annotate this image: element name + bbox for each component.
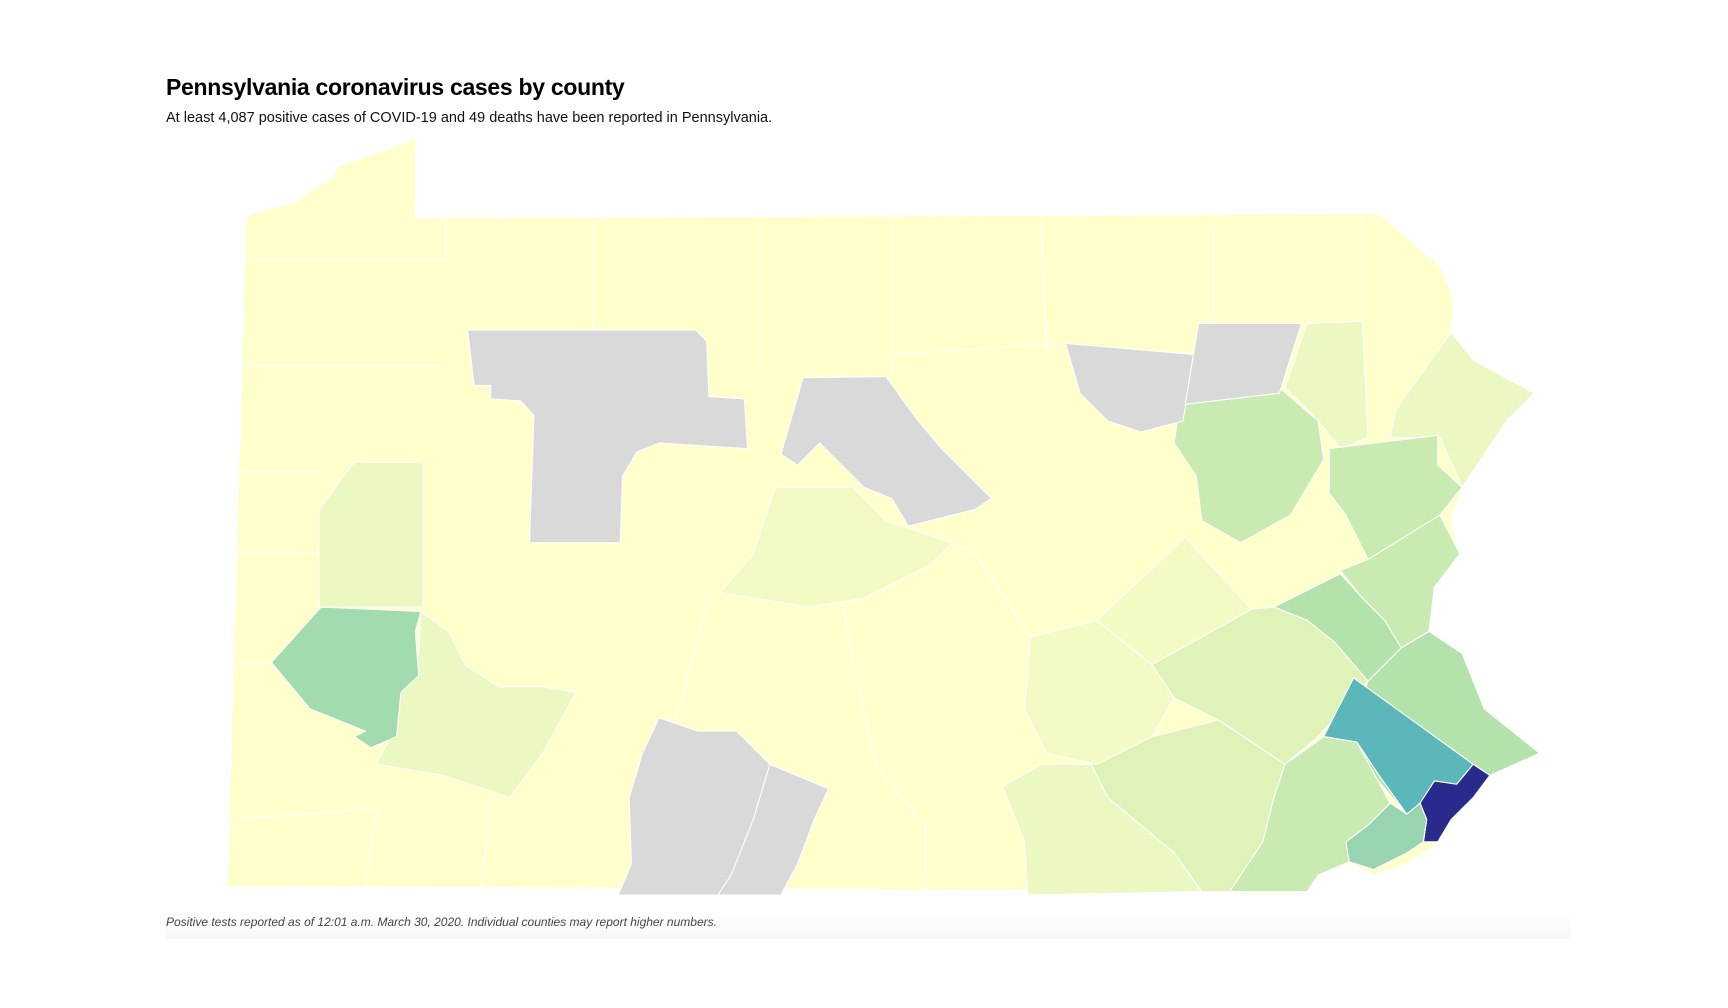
county-no-data[interactable]	[1184, 322, 1303, 405]
county-lines	[230, 213, 1364, 896]
county[interactable]	[1001, 763, 1203, 896]
footer-note: Positive tests reported as of 12:01 a.m.…	[166, 915, 1571, 939]
county-no-data[interactable]	[466, 329, 749, 544]
county[interactable]	[270, 606, 422, 749]
county[interactable]	[1173, 387, 1325, 544]
map-title: Pennsylvania coronavirus cases by county	[166, 74, 625, 100]
map-subtitle: At least 4,087 positive cases of COVID-1…	[166, 110, 773, 126]
county[interactable]	[1024, 619, 1175, 765]
county-no-data[interactable]	[780, 376, 992, 527]
county[interactable]	[1389, 331, 1535, 488]
county[interactable]	[318, 461, 424, 608]
county-line	[717, 764, 771, 896]
county[interactable]	[719, 486, 954, 608]
county-no-data[interactable]	[617, 717, 830, 896]
